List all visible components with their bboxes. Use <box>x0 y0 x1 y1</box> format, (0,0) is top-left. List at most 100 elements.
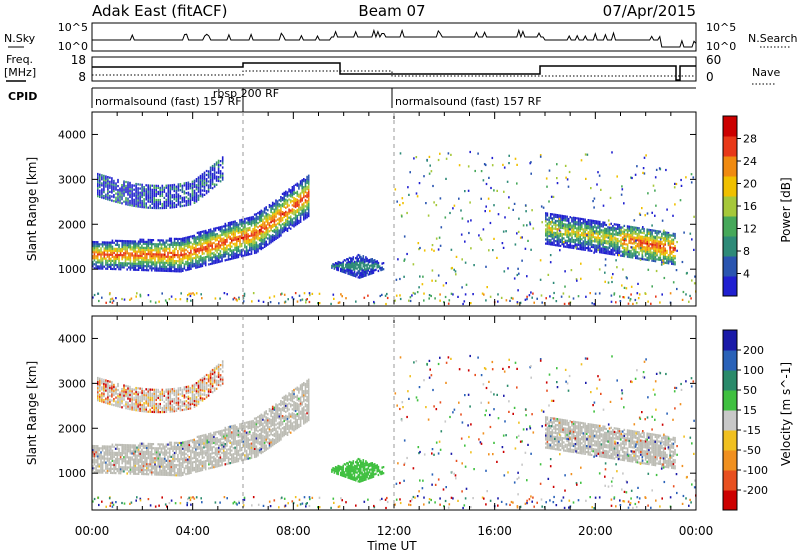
data-cell <box>371 266 373 269</box>
data-cell <box>121 297 123 301</box>
data-cell <box>144 450 146 453</box>
data-cell <box>195 194 198 197</box>
data-cell <box>641 243 644 246</box>
data-cell <box>287 298 289 301</box>
data-cell <box>149 192 151 195</box>
data-cell <box>280 196 282 199</box>
data-cell <box>669 244 671 247</box>
data-cell <box>237 245 240 248</box>
data-cell <box>574 231 576 234</box>
data-cell <box>493 204 495 207</box>
data-cell <box>635 230 637 233</box>
data-cell <box>95 257 97 260</box>
data-cell <box>250 252 253 255</box>
data-cell <box>307 211 310 214</box>
data-cell <box>361 267 363 270</box>
data-cell <box>103 243 106 246</box>
data-cell <box>121 446 123 449</box>
data-cell <box>619 295 621 298</box>
data-cell <box>175 205 178 208</box>
data-cell <box>100 261 102 264</box>
data-cell <box>165 241 168 244</box>
data-cell <box>566 217 568 220</box>
data-cell <box>92 461 94 464</box>
data-cell <box>168 451 171 454</box>
data-cell <box>283 199 285 202</box>
data-cell <box>98 251 101 254</box>
data-cell <box>607 250 609 253</box>
data-cell <box>372 265 375 268</box>
data-cell <box>142 446 145 449</box>
data-cell <box>628 237 630 240</box>
data-cell <box>548 241 550 244</box>
data-cell <box>529 223 532 226</box>
data-cell <box>648 228 650 231</box>
data-cell <box>492 249 494 252</box>
data-cell <box>173 204 176 207</box>
data-cell <box>124 460 127 463</box>
data-cell <box>564 231 567 234</box>
data-cell <box>144 265 146 268</box>
data-cell <box>101 265 104 268</box>
data-cell <box>175 187 178 190</box>
data-cell <box>101 455 104 458</box>
data-cell <box>215 177 218 180</box>
data-cell <box>276 228 279 231</box>
data-cell <box>648 240 650 243</box>
data-cell <box>92 446 94 450</box>
data-cell <box>663 276 666 280</box>
data-cell <box>569 228 571 231</box>
data-cell <box>637 282 639 285</box>
data-cell <box>143 192 145 195</box>
data-cell <box>105 243 107 246</box>
data-cell <box>159 453 161 456</box>
data-cell <box>599 233 601 236</box>
data-cell <box>97 187 99 190</box>
data-cell <box>93 263 96 266</box>
data-cell <box>360 274 362 277</box>
data-cell <box>130 297 133 300</box>
data-cell <box>271 223 274 227</box>
data-cell <box>198 247 200 250</box>
data-cell <box>480 238 483 241</box>
data-cell <box>137 258 140 261</box>
data-cell <box>163 204 166 208</box>
data-cell <box>218 234 220 237</box>
data-cell <box>355 257 357 260</box>
data-cell <box>178 260 181 263</box>
data-cell <box>232 224 235 227</box>
data-cell <box>240 245 243 248</box>
data-cell <box>118 453 120 457</box>
data-cell <box>147 206 149 209</box>
data-cell <box>610 276 613 279</box>
data-cell <box>579 217 581 220</box>
data-cell <box>239 231 241 234</box>
data-cell <box>597 226 599 229</box>
data-cell <box>626 253 629 256</box>
data-cell <box>129 458 132 461</box>
data-cell <box>672 238 675 241</box>
data-cell <box>109 300 111 303</box>
data-cell <box>152 257 155 260</box>
data-cell <box>250 246 253 249</box>
data-cell <box>545 214 547 217</box>
data-cell <box>344 269 347 272</box>
data-cell <box>96 255 99 258</box>
data-cell <box>198 235 200 238</box>
data-cell <box>370 268 372 271</box>
data-cell <box>356 273 358 276</box>
data-cell <box>187 199 190 202</box>
data-cell <box>247 233 249 236</box>
data-cell <box>584 220 586 223</box>
data-cell <box>603 233 606 236</box>
data-cell <box>641 239 644 242</box>
data-cell <box>111 177 113 180</box>
data-cell <box>187 187 190 190</box>
cpid-segment-1: normalsound (fast) 157 RF <box>95 95 242 108</box>
data-cell <box>600 223 603 226</box>
data-cell <box>306 179 308 182</box>
data-cell <box>193 252 195 255</box>
data-cell <box>353 272 356 275</box>
data-cell <box>296 190 299 193</box>
data-cell <box>353 266 356 269</box>
